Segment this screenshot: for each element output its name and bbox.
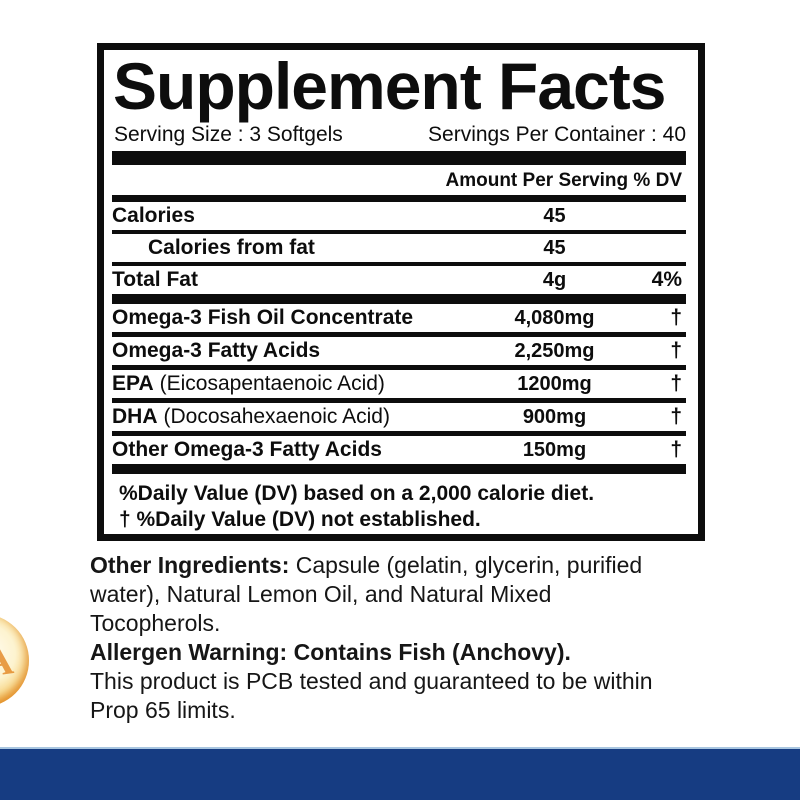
nutrient-label: Calories: [112, 204, 195, 227]
other-ingredients-line: water), Natural Lemon Oil, and Natural M…: [90, 581, 552, 607]
column-header: Amount Per Serving % DV: [445, 170, 683, 191]
nutrient-label: DHA: [112, 405, 158, 428]
softgel-letter-mark: A: [0, 637, 17, 686]
nutrient-label: Omega-3 Fatty Acids: [112, 339, 321, 362]
nutrient-dv-dagger: †: [670, 405, 682, 428]
table-row-total-fat: Total Fat 4g 4%: [112, 266, 686, 294]
nutrient-amount: 1200mg: [517, 373, 592, 395]
nutrient-name: Omega-3 Fatty Acids: [112, 337, 467, 365]
nutrient-dv-dagger: †: [670, 438, 682, 461]
divider-thick: [112, 464, 686, 474]
nutrient-name: EPA (Eicosapentaenoic Acid): [112, 370, 467, 398]
footer-color-band: [0, 747, 800, 800]
nutrient-name: Calories: [112, 202, 467, 230]
pcb-statement-line: Prop 65 limits.: [90, 697, 236, 723]
footnote-dv-not-established: † %Daily Value (DV) not established.: [119, 508, 481, 531]
divider-thin: [112, 262, 686, 266]
divider-medium: [112, 398, 686, 403]
softgel-capsule-icon: A: [0, 614, 29, 707]
divider-medium: [112, 431, 686, 436]
nutrient-amount: 2,250mg: [514, 340, 595, 362]
divider-medium: [112, 365, 686, 370]
nutrient-dv: 4%: [651, 268, 682, 291]
table-row-omega3-fatty-acids: Omega-3 Fatty Acids 2,250mg †: [112, 337, 686, 365]
footnotes: %Daily Value (DV) based on a 2,000 calor…: [119, 481, 684, 533]
nutrient-note: (Docosahexaenoic Acid): [163, 405, 390, 428]
nutrient-amount: 4g: [542, 269, 567, 291]
other-ingredients-line: Tocopherols.: [90, 610, 221, 636]
panel-title: Supplement Facts: [113, 49, 666, 123]
nutrient-dv-dagger: †: [670, 372, 682, 395]
serving-info-row: Serving Size : 3 Softgels Servings Per C…: [114, 122, 686, 148]
divider-thick: [112, 151, 686, 165]
footnote-daily-value: %Daily Value (DV) based on a 2,000 calor…: [119, 482, 595, 505]
other-ingredients-label: Other Ingredients:: [90, 552, 290, 578]
table-row-dha: DHA (Docosahexaenoic Acid) 900mg †: [112, 403, 686, 431]
nutrient-label: Omega-3 Fish Oil Concentrate: [112, 306, 414, 329]
nutrient-amount: 150mg: [522, 439, 587, 461]
divider-thick: [112, 294, 686, 304]
nutrient-amount: 900mg: [522, 406, 587, 428]
nutrient-label: Total Fat: [112, 268, 198, 291]
nutrient-name: Omega-3 Fish Oil Concentrate: [112, 304, 467, 332]
nutrient-dv-dagger: †: [670, 306, 682, 329]
table-row-calories-from-fat: Calories from fat 45: [112, 234, 686, 262]
supplement-facts-panel: Supplement Facts Serving Size : 3 Softge…: [97, 43, 705, 541]
nutrient-name: Calories from fat: [112, 234, 467, 262]
other-ingredients-line: Other Ingredients: Capsule (gelatin, gly…: [90, 551, 735, 580]
divider-thin: [112, 230, 686, 234]
nutrient-label: Other Omega-3 Fatty Acids: [112, 438, 382, 461]
serving-size: Serving Size : 3 Softgels: [114, 123, 343, 146]
nutrient-amount: 4,080mg: [514, 307, 595, 329]
allergen-warning: Allergen Warning: Contains Fish (Anchovy…: [90, 639, 571, 665]
divider-medium: [112, 195, 686, 202]
divider-medium: [112, 332, 686, 337]
table-row-other-omega3: Other Omega-3 Fatty Acids 150mg †: [112, 436, 686, 464]
other-ingredients-text: Capsule (gelatin, glycerin, purified: [289, 552, 643, 578]
servings-per-container: Servings Per Container : 40: [428, 123, 686, 146]
table-row-calories: Calories 45: [112, 202, 686, 230]
facts-table: Amount Per Serving % DV Calories 45 Calo…: [112, 151, 686, 533]
table-row-fish-oil-concentrate: Omega-3 Fish Oil Concentrate 4,080mg †: [112, 304, 686, 332]
pcb-statement-line: This product is PCB tested and guarantee…: [90, 668, 653, 694]
nutrient-name: Total Fat: [112, 266, 467, 294]
nutrient-amount: 45: [543, 205, 566, 227]
nutrient-name: Other Omega-3 Fatty Acids: [112, 436, 467, 464]
nutrient-dv-dagger: †: [670, 339, 682, 362]
nutrient-amount: 45: [543, 237, 566, 259]
nutrient-label: EPA: [112, 372, 154, 395]
table-row-epa: EPA (Eicosapentaenoic Acid) 1200mg †: [112, 370, 686, 398]
nutrient-name: DHA (Docosahexaenoic Acid): [112, 403, 467, 431]
nutrient-label: Calories from fat: [148, 236, 315, 259]
nutrient-note: (Eicosapentaenoic Acid): [159, 372, 385, 395]
details-text: Other Ingredients: Capsule (gelatin, gly…: [90, 551, 735, 725]
